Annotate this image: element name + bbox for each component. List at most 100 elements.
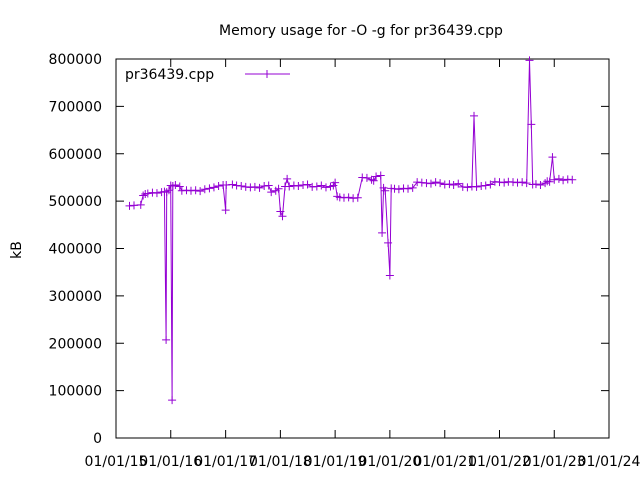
y-tick-label: 600000 xyxy=(49,147,102,163)
data-point xyxy=(486,180,495,189)
data-point xyxy=(536,181,545,190)
data-point xyxy=(525,56,534,65)
data-point xyxy=(162,335,171,344)
y-axis-label: kB xyxy=(9,241,25,259)
data-point xyxy=(237,181,246,190)
data-point xyxy=(481,181,490,190)
data-point xyxy=(196,187,205,196)
data-point xyxy=(472,182,481,191)
data-point xyxy=(317,181,326,190)
data-point xyxy=(143,189,152,198)
x-tick-label: 01/01/24 xyxy=(578,454,640,470)
data-point xyxy=(545,177,554,186)
data-point xyxy=(408,183,417,192)
data-point xyxy=(285,182,294,191)
data-point xyxy=(152,189,161,198)
data-point xyxy=(353,193,362,202)
y-tick-label: 700000 xyxy=(49,99,102,115)
series-layer xyxy=(125,56,577,405)
data-point xyxy=(548,153,557,162)
data-point xyxy=(303,180,312,189)
data-point xyxy=(568,175,577,184)
x-tick-label: 01/01/16 xyxy=(139,454,202,470)
plot-frame xyxy=(115,58,610,439)
data-point xyxy=(209,183,218,192)
data-point xyxy=(522,179,531,188)
data-point xyxy=(381,186,390,195)
legend: pr36439.cpp xyxy=(125,67,290,83)
data-point xyxy=(550,175,559,184)
data-point xyxy=(541,179,550,188)
data-point xyxy=(404,184,413,193)
legend-label: pr36439.cpp xyxy=(125,67,214,83)
data-point xyxy=(321,183,330,192)
x-tick-label: 01/01/17 xyxy=(194,454,257,470)
data-point xyxy=(449,181,458,190)
data-point xyxy=(470,111,479,120)
data-point xyxy=(527,120,536,129)
data-point xyxy=(362,173,371,182)
x-tick-label: 01/01/18 xyxy=(249,454,312,470)
y-axis: 0 100000 200000 300000 400000 500000 600000 700… xyxy=(49,52,609,447)
data-point xyxy=(139,191,148,200)
x-tick-label: 01/01/22 xyxy=(468,454,531,470)
data-point xyxy=(531,180,540,189)
data-point xyxy=(500,178,509,187)
data-point xyxy=(559,176,568,185)
x-tick-label: 01/01/21 xyxy=(413,454,476,470)
x-tick-label: 01/01/20 xyxy=(358,454,421,470)
data-point xyxy=(136,200,145,209)
data-point xyxy=(518,178,527,187)
data-point xyxy=(394,185,403,194)
data-point xyxy=(378,228,387,237)
y-tick-label: 0 xyxy=(93,431,102,447)
data-point xyxy=(294,181,303,190)
data-point xyxy=(463,183,472,192)
x-tick-label: 01/01/19 xyxy=(304,454,367,470)
data-point xyxy=(221,206,230,215)
data-point xyxy=(171,181,180,190)
data-point xyxy=(426,179,435,188)
y-tick-label: 400000 xyxy=(49,242,102,258)
x-axis: 01/01/1501/01/1601/01/1701/01/1801/01/19… xyxy=(85,59,640,470)
x-tick-label: 01/01/15 xyxy=(85,454,148,470)
data-point xyxy=(264,181,273,190)
data-point xyxy=(191,186,200,195)
data-point xyxy=(267,188,276,197)
data-point xyxy=(369,176,378,185)
data-point xyxy=(250,182,259,191)
chart-title: Memory usage for -O -g for pr36439.cpp xyxy=(219,23,503,39)
data-point xyxy=(255,183,264,192)
series-line xyxy=(129,60,573,401)
data-point xyxy=(278,212,287,221)
data-point xyxy=(129,201,138,210)
data-point xyxy=(436,179,445,188)
data-point xyxy=(445,180,454,189)
data-point xyxy=(175,182,184,191)
data-point xyxy=(431,178,440,187)
data-point xyxy=(344,193,353,202)
y-tick-label: 300000 xyxy=(49,289,102,305)
data-point xyxy=(276,207,285,216)
data-point xyxy=(554,174,563,183)
data-point xyxy=(376,171,385,180)
data-point xyxy=(228,180,237,189)
data-point xyxy=(454,179,463,188)
data-point xyxy=(274,184,283,193)
data-point xyxy=(367,175,376,184)
data-point xyxy=(214,181,223,190)
data-point xyxy=(205,184,214,193)
y-tick-label: 500000 xyxy=(49,194,102,210)
x-tick-label: 01/01/23 xyxy=(523,454,586,470)
data-point xyxy=(372,172,381,181)
data-point xyxy=(164,186,173,195)
data-point xyxy=(168,396,177,405)
y-tick-label: 800000 xyxy=(49,52,102,68)
y-tick-label: 100000 xyxy=(49,384,102,400)
data-point xyxy=(385,271,394,280)
data-point xyxy=(384,238,393,247)
data-point xyxy=(283,174,292,183)
data-point xyxy=(312,182,321,191)
data-point xyxy=(200,185,209,194)
